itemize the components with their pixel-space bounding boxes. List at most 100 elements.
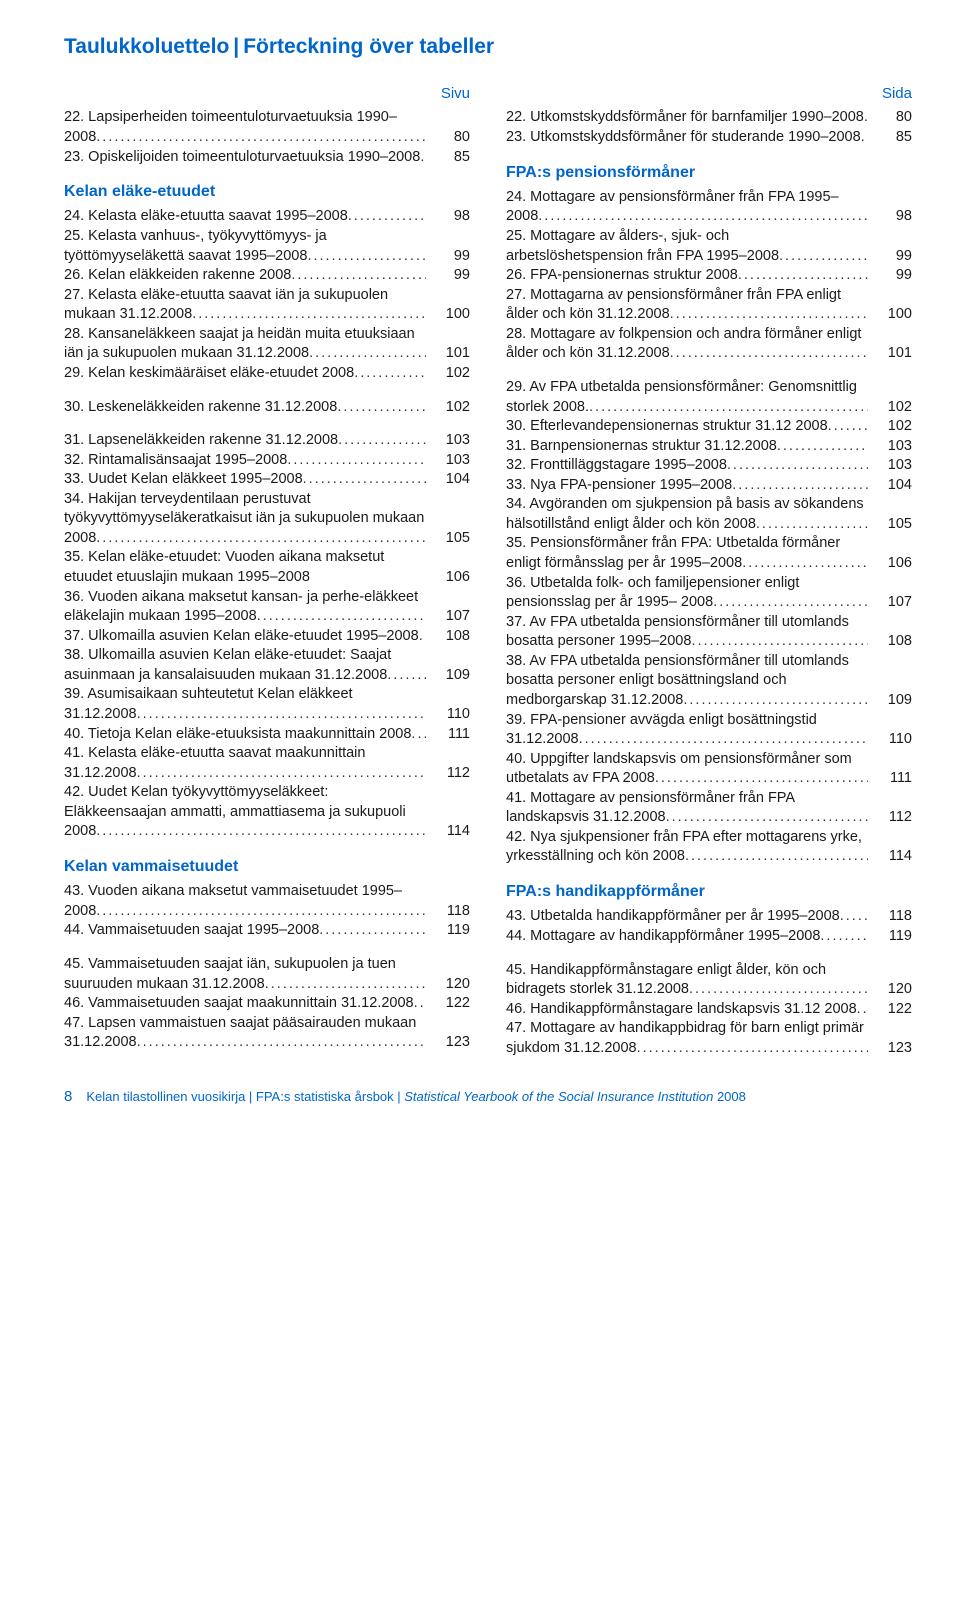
toc-entry: 38. Av FPA utbetalda pensionsförmåner ti…: [506, 652, 912, 711]
column-left: Sivu 22. Lapsiperheiden toimeentuloturva…: [64, 83, 470, 1058]
toc-entry-page: 114: [426, 822, 470, 842]
toc-entry-text: 45. Handikappförmånstagare enligt ålder,…: [506, 961, 868, 1000]
toc-entry: 34. Avgöranden om sjukpension på basis a…: [506, 495, 912, 534]
toc-entry: 39. FPA-pensioner avvägda enligt bosättn…: [506, 711, 912, 750]
toc-entry-page: 104: [868, 476, 912, 496]
toc-entry-text: 36. Vuoden aikana maksetut kansan- ja pe…: [64, 588, 426, 627]
toc-entry: 37. Av FPA utbetalda pensionsförmåner ti…: [506, 613, 912, 652]
toc-entry-page: 85: [868, 128, 912, 148]
toc-entry-page: 119: [426, 921, 470, 941]
toc-entry: 41. Mottagare av pensionsförmåner från F…: [506, 789, 912, 828]
toc-entry: 25. Mottagare av ålders-, sjuk- och arbe…: [506, 227, 912, 266]
toc-entry-text: 39. Asumisaikaan suhteutetut Kelan eläkk…: [64, 685, 426, 724]
footer-italic: Statistical Yearbook of the Social Insur…: [404, 1089, 713, 1104]
columns: Sivu 22. Lapsiperheiden toimeentuloturva…: [64, 83, 912, 1058]
toc-entry-text: 42. Nya sjukpensioner från FPA efter mot…: [506, 828, 868, 867]
toc-entry-page: 112: [426, 764, 470, 784]
toc-entry-text: 46. Vammaisetuuden saajat maakunnittain …: [64, 994, 426, 1014]
toc-entry-page: 111: [868, 769, 912, 789]
section-title: Kelan eläke-etuudet: [64, 181, 470, 203]
toc-entry-page: 120: [426, 975, 470, 995]
toc-entry-text: 32. Fronttilläggstagare 1995–2008: [506, 456, 868, 476]
toc-entry: 29. Kelan keskimääräiset eläke-etuudet 2…: [64, 364, 470, 384]
toc-entry-text: 36. Utbetalda folk- och familjepensioner…: [506, 574, 868, 613]
toc-entry-text: 40. Uppgifter landskapsvis om pensionsfö…: [506, 750, 868, 789]
title-fi: Taulukkoluettelo: [64, 35, 229, 58]
toc-entry: 46. Handikappförmånstagare landskapsvis …: [506, 1000, 912, 1020]
toc-entry: 28. Kansaneläkkeen saajat ja heidän muit…: [64, 325, 470, 364]
toc-entry: 23. Utkomstskyddsförmåner för studerande…: [506, 128, 912, 148]
toc-entry-page: 101: [426, 344, 470, 364]
footer-part1: Kelan tilastollinen vuosikirja | FPA:s s…: [86, 1089, 404, 1104]
toc-entry: 42. Nya sjukpensioner från FPA efter mot…: [506, 828, 912, 867]
toc-entry: 43. Utbetalda handikappförmåner per år 1…: [506, 907, 912, 927]
toc-entry-page: 108: [426, 627, 470, 647]
toc-entry: 22. Lapsiperheiden toimeentuloturvaetuuk…: [64, 108, 470, 147]
toc-entry-page: 119: [868, 927, 912, 947]
toc-entry-page: 98: [426, 207, 470, 227]
toc-entry-text: 46. Handikappförmånstagare landskapsvis …: [506, 1000, 868, 1020]
toc-entry-text: 31. Lapseneläkkeiden rakenne 31.12.2008: [64, 431, 426, 451]
toc-entry-text: 23. Opiskelijoiden toimeentuloturvaetuuk…: [64, 148, 426, 168]
toc-entry: 26. Kelan eläkkeiden rakenne 200899: [64, 266, 470, 286]
toc-entry-text: 43. Utbetalda handikappförmåner per år 1…: [506, 907, 868, 927]
toc-entry-page: 102: [426, 398, 470, 418]
toc-entry-page: 108: [868, 632, 912, 652]
toc-entry: 42. Uudet Kelan työkyvyttömyyseläkkeet: …: [64, 783, 470, 842]
toc-entry: 44. Mottagare av handikappförmåner 1995–…: [506, 927, 912, 947]
toc-entry-page: 109: [426, 666, 470, 686]
toc-entry-text: 24. Kelasta eläke-etuutta saavat 1995–20…: [64, 207, 426, 227]
toc-entry: 24. Mottagare av pensionsförmåner från F…: [506, 188, 912, 227]
toc-entry-text: 26. Kelan eläkkeiden rakenne 2008: [64, 266, 426, 286]
toc-entry: 33. Nya FPA-pensioner 1995–2008104: [506, 476, 912, 496]
toc-entry: 30. Efterlevandepensionernas struktur 31…: [506, 417, 912, 437]
toc-entry-page: 105: [868, 515, 912, 535]
toc-entry-text: 33. Nya FPA-pensioner 1995–2008: [506, 476, 868, 496]
toc-entry-page: 103: [426, 431, 470, 451]
toc-entry-text: 41. Mottagare av pensionsförmåner från F…: [506, 789, 868, 828]
toc-entry-page: 103: [868, 437, 912, 457]
toc-entry-page: 80: [868, 108, 912, 128]
toc-entry-text: 31. Barnpensionernas struktur 31.12.2008: [506, 437, 868, 457]
toc-entry-page: 103: [426, 451, 470, 471]
toc-entry: 23. Opiskelijoiden toimeentuloturvaetuuk…: [64, 148, 470, 168]
toc-entry-text: 33. Uudet Kelan eläkkeet 1995–2008: [64, 470, 426, 490]
toc-entry-text: 34. Avgöranden om sjukpension på basis a…: [506, 495, 868, 534]
toc-entry: 38. Ulkomailla asuvien Kelan eläke-etuud…: [64, 646, 470, 685]
toc-entry-page: 103: [868, 456, 912, 476]
toc-entry: 22. Utkomstskyddsförmåner för barnfamilj…: [506, 108, 912, 128]
toc-entry-page: 104: [426, 470, 470, 490]
footer-text: Kelan tilastollinen vuosikirja | FPA:s s…: [86, 1088, 746, 1106]
toc-entry-text: 44. Mottagare av handikappförmåner 1995–…: [506, 927, 868, 947]
toc-entry: 31. Lapseneläkkeiden rakenne 31.12.20081…: [64, 431, 470, 451]
toc-entry-text: 45. Vammaisetuuden saajat iän, sukupuole…: [64, 955, 426, 994]
toc-entry-page: 122: [426, 994, 470, 1014]
toc-entry-page: 102: [426, 364, 470, 384]
toc-entry-page: 123: [868, 1039, 912, 1059]
toc-entry: 34. Hakijan terveydentilaan perustuvat t…: [64, 490, 470, 549]
toc-entry-text: 29. Kelan keskimääräiset eläke-etuudet 2…: [64, 364, 426, 384]
toc-entry-text: 28. Kansaneläkkeen saajat ja heidän muit…: [64, 325, 426, 364]
toc-entry-page: 109: [868, 691, 912, 711]
toc-entry: 45. Handikappförmånstagare enligt ålder,…: [506, 961, 912, 1000]
toc-entry: 40. Tietoja Kelan eläke-etuuksista maaku…: [64, 725, 470, 745]
toc-entry: 36. Utbetalda folk- och familjepensioner…: [506, 574, 912, 613]
footer: 8 Kelan tilastollinen vuosikirja | FPA:s…: [64, 1086, 912, 1107]
toc-entry: 30. Leskeneläkkeiden rakenne 31.12.2008 …: [64, 398, 470, 418]
toc-entry-page: 85: [426, 148, 470, 168]
toc-entry: 33. Uudet Kelan eläkkeet 1995–2008104: [64, 470, 470, 490]
toc-entry-page: 101: [868, 344, 912, 364]
toc-entry-page: 111: [426, 725, 470, 745]
toc-entry: 27. Mottagarna av pensionsförmåner från …: [506, 286, 912, 325]
toc-entry: 32. Rintamalisänsaajat 1995–2008103: [64, 451, 470, 471]
toc-entry-page: 80: [426, 128, 470, 148]
toc-entry-text: 35. Pensionsförmåner från FPA: Utbetalda…: [506, 534, 868, 573]
toc-entry-text: 42. Uudet Kelan työkyvyttömyyseläkkeet: …: [64, 783, 426, 842]
toc-entry: 25. Kelasta vanhuus-, työkyvyttömyys- ja…: [64, 227, 470, 266]
toc-entry-page: 100: [426, 305, 470, 325]
toc-entry-page: 110: [868, 730, 912, 750]
toc-entry-text: 38. Av FPA utbetalda pensionsförmåner ti…: [506, 652, 868, 711]
toc-entry-page: 106: [426, 568, 470, 588]
toc-entry-page: 112: [868, 808, 912, 828]
toc-entry: 24. Kelasta eläke-etuutta saavat 1995–20…: [64, 207, 470, 227]
